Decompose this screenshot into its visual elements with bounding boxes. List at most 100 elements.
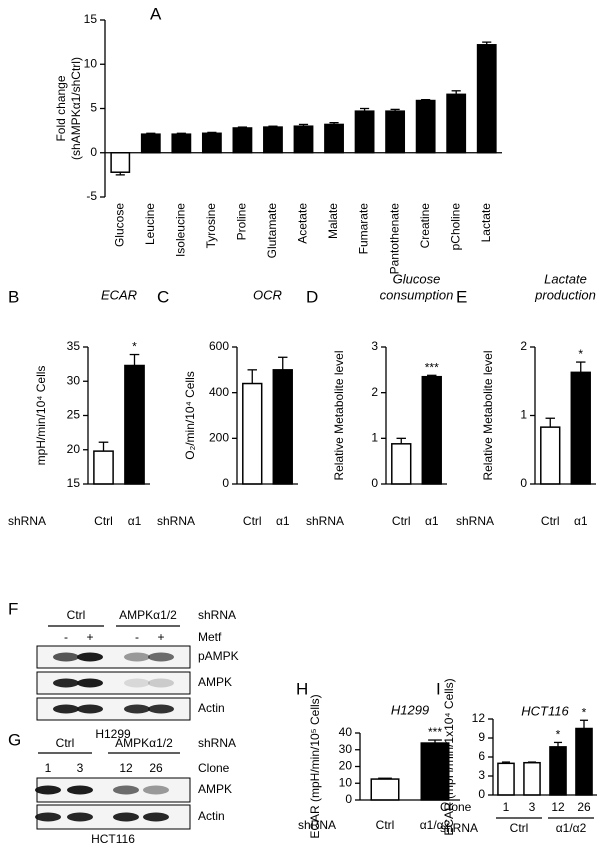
group-label: shRNA <box>157 514 195 528</box>
blot-band <box>148 678 174 688</box>
bar <box>549 746 567 796</box>
panel-letter: A <box>150 4 162 23</box>
bar <box>93 450 114 485</box>
blot-band <box>143 785 169 795</box>
blot-band <box>35 785 61 795</box>
lane-axis-label: Metf <box>198 630 222 644</box>
y-tick-label: 0 <box>478 787 485 801</box>
x-tick-label: Pantothenate <box>387 203 401 275</box>
y-tick-label: 30 <box>339 742 353 756</box>
x-tick-label: α1 <box>128 514 142 528</box>
bar <box>370 778 400 801</box>
blot-group: AMPKα1/2 <box>119 608 177 622</box>
group-label: shRNA <box>456 514 494 528</box>
y-tick-label: 3 <box>371 339 378 353</box>
panel-letter: I <box>436 679 441 698</box>
chart-title: OCR <box>253 287 282 302</box>
y-tick-label: 20 <box>67 442 81 456</box>
blot-strip <box>36 645 191 669</box>
bar <box>391 443 412 485</box>
row-label: pAMPK <box>198 649 239 663</box>
blot-band <box>53 678 79 688</box>
chart-title: Glucose <box>393 271 441 286</box>
x-tick-label: α1 <box>276 514 290 528</box>
y-tick-label: -5 <box>86 189 97 203</box>
x-tick-label: Ctrl <box>376 818 395 832</box>
y-axis-label: Fold change <box>54 75 68 141</box>
bar <box>575 727 593 796</box>
group-label: shRNA <box>298 818 336 832</box>
y-tick-label: 3 <box>478 768 485 782</box>
x-tick-label: Proline <box>235 203 249 241</box>
blot-group: AMPKα1/2 <box>115 736 173 750</box>
lane-label: 26 <box>149 761 163 775</box>
bar <box>272 369 293 485</box>
y-tick-label: 40 <box>339 725 353 739</box>
x-tick-label: Tyrosine <box>204 203 218 249</box>
panel-letter: C <box>157 287 169 306</box>
x-tick-label: Glucose <box>112 203 126 247</box>
y-tick-label: 6 <box>478 749 485 763</box>
blot-band <box>124 652 150 662</box>
y-tick-label: 15 <box>84 12 98 26</box>
y-tick-label: 5 <box>90 101 97 115</box>
bar <box>124 364 145 485</box>
blot-band <box>77 678 103 688</box>
lane-label: - <box>64 630 68 644</box>
chart-title: Lactate <box>544 271 587 286</box>
panel-letter: E <box>456 287 467 306</box>
x-tick-label: Ctrl <box>392 514 411 528</box>
y-tick-label: 12 <box>472 711 486 725</box>
blot-group-label: shRNA <box>198 736 236 750</box>
y-tick-label: 200 <box>209 431 229 445</box>
y-tick-label: 0 <box>345 792 352 806</box>
panel-letter: D <box>306 287 318 306</box>
x-axis-label: Clone <box>440 800 472 814</box>
y-tick-label: 400 <box>209 385 229 399</box>
x-tick-label: Creatine <box>418 203 432 249</box>
lane-label: - <box>135 630 139 644</box>
group-label: shRNA <box>8 514 46 528</box>
x-tick-label: α1 <box>574 514 588 528</box>
blot-band <box>143 812 169 822</box>
y-tick-label: 20 <box>339 759 353 773</box>
blot-caption: H1299 <box>95 727 131 741</box>
bar <box>540 426 561 485</box>
significance-label: * <box>556 728 561 742</box>
bar <box>446 93 467 154</box>
blot-group: Ctrl <box>56 736 75 750</box>
x-tick-label: α1/α2 <box>420 818 451 832</box>
y-tick-label: 1 <box>371 431 378 445</box>
y-tick-label: 9 <box>478 730 485 744</box>
group-label: shRNA <box>306 514 344 528</box>
bar <box>201 132 222 154</box>
blot-band <box>148 652 174 662</box>
x-tick-label: Ctrl <box>94 514 113 528</box>
x-tick-label: Ctrl <box>243 514 262 528</box>
chart-title: H1299 <box>391 702 429 717</box>
x-tick-label: Lactate <box>479 203 493 243</box>
blot-band <box>35 812 61 822</box>
y-tick-label: 0 <box>90 145 97 159</box>
y-tick-label: 0 <box>222 476 229 490</box>
blot-band <box>67 785 93 795</box>
bar <box>140 133 161 154</box>
blot-band <box>113 785 139 795</box>
y-axis-label: Relative Metabolite level <box>481 350 495 480</box>
blot-band <box>113 812 139 822</box>
blot-band <box>77 704 103 714</box>
lane-axis-label: Clone <box>198 761 230 775</box>
y-tick-label: 0 <box>520 476 527 490</box>
y-tick-label: 1 <box>520 408 527 422</box>
blot-band <box>124 678 150 688</box>
x-tick-label: Glutamate <box>265 203 279 259</box>
y-axis-label: mpH/min/10⁴ Cells <box>34 366 48 466</box>
bar <box>293 125 314 154</box>
lane-label: + <box>86 630 93 644</box>
x-tick-label: pCholine <box>448 203 462 251</box>
bar <box>324 123 344 154</box>
panel-letter: F <box>8 599 18 618</box>
bar <box>415 99 436 154</box>
panel-letter: B <box>8 287 19 306</box>
